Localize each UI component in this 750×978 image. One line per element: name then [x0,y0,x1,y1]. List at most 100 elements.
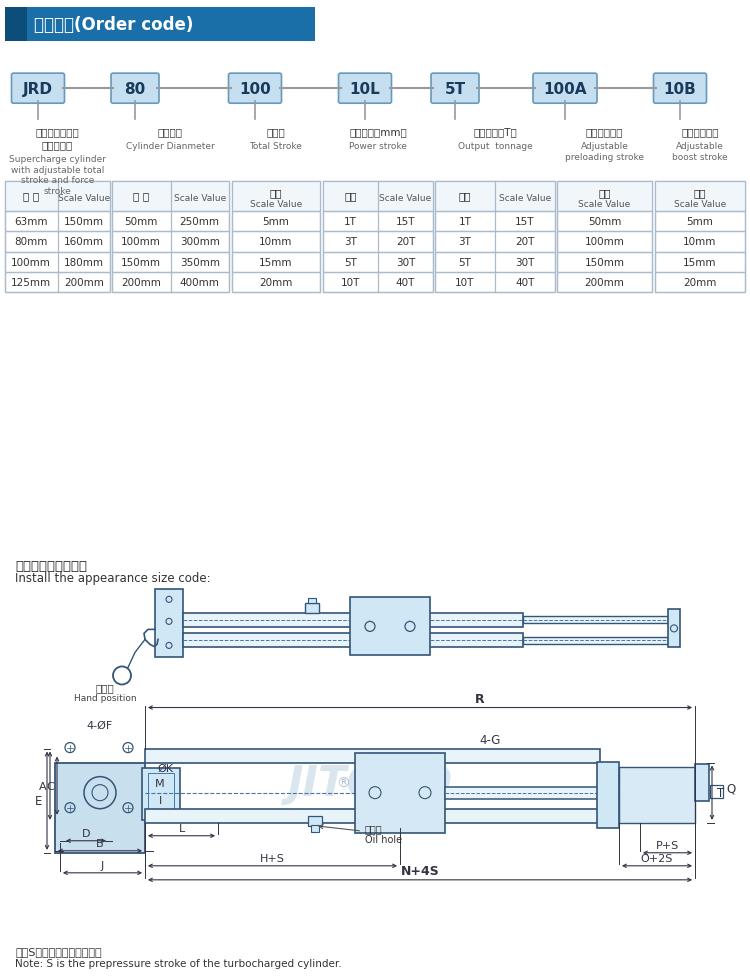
Bar [232,232,320,252]
Bar [655,232,745,252]
Bar [557,182,652,292]
Bar [308,816,322,825]
Text: 总行程: 总行程 [267,127,285,137]
Bar [597,762,619,828]
Text: Scale Value: Scale Value [250,200,302,208]
Text: R: R [476,691,484,705]
Bar [5,8,27,42]
Text: ØK: ØK [157,763,173,773]
Text: C: C [46,780,54,791]
Text: J: J [100,860,104,869]
Text: 标 值: 标 值 [134,191,149,200]
Text: JRD: JRD [23,81,53,97]
Text: A: A [39,780,47,791]
Bar [710,785,723,798]
Text: 4-G: 4-G [479,733,501,746]
Bar [112,272,229,292]
Text: 安装外观尺寸代码：: 安装外观尺寸代码： [15,559,87,573]
Bar [55,763,145,853]
Text: 标值: 标值 [270,188,282,198]
Text: 放油孔
Oil hole: 放油孔 Oil hole [319,822,402,844]
Bar [655,182,745,292]
Text: 油缸缸径: 油缸缸径 [158,127,183,137]
Text: 30T: 30T [515,257,535,267]
Text: Supercharge cylinder: Supercharge cylinder [9,156,106,164]
Bar [557,232,652,252]
Text: Cylinder Dianmeter: Cylinder Dianmeter [126,142,214,152]
Text: 10mm: 10mm [683,238,717,247]
Text: 5T: 5T [344,257,357,267]
Text: boost stroke: boost stroke [672,153,728,161]
Text: 订购代码(Order code): 订购代码(Order code) [34,16,194,34]
Text: 10T: 10T [455,278,475,288]
Text: 150mm: 150mm [584,257,625,267]
Text: Scale Value: Scale Value [173,195,226,203]
Text: 50mm: 50mm [588,217,621,227]
Bar [557,212,652,232]
Text: 100mm: 100mm [11,257,51,267]
Bar [145,749,600,763]
Text: 40T: 40T [515,278,535,288]
Text: 15mm: 15mm [683,257,717,267]
Text: 标值: 标值 [344,191,357,200]
Bar [112,182,229,212]
Text: 15mm: 15mm [260,257,292,267]
Bar [435,272,555,292]
Text: 可调增压缸: 可调增压缸 [42,140,74,151]
Bar [305,603,319,614]
Text: Scale Value: Scale Value [674,200,726,208]
Text: 80mm: 80mm [14,238,48,247]
Text: 3T: 3T [458,238,472,247]
Text: 15T: 15T [515,217,535,227]
Bar [232,212,320,232]
Bar [5,232,110,252]
Text: 10mm: 10mm [260,238,292,247]
Bar [142,768,180,820]
Text: E: E [34,794,42,808]
Text: 15T: 15T [396,217,416,227]
Bar [435,212,555,232]
Text: 5T: 5T [458,257,472,267]
Bar [655,182,745,212]
Bar [435,232,555,252]
Text: stroke and force: stroke and force [21,176,94,185]
Text: Adjustable: Adjustable [676,142,724,152]
Bar [112,212,229,232]
Text: Power stroke: Power stroke [349,142,407,152]
Bar [445,787,600,799]
FancyBboxPatch shape [229,74,281,104]
Bar [655,252,745,272]
Text: 1T: 1T [344,217,357,227]
Bar [112,232,229,252]
Text: Scale Value: Scale Value [58,195,110,203]
Text: 标值: 标值 [459,191,471,200]
Text: JITONQ: JITONQ [287,762,452,804]
Bar [232,252,320,272]
Bar [323,232,433,252]
Text: H+S: H+S [260,853,285,863]
Text: 3T: 3T [344,238,357,247]
Text: 100: 100 [239,81,271,97]
Bar [183,634,523,647]
Text: I: I [158,795,162,805]
Bar [5,8,315,42]
Bar [5,272,110,292]
Text: L: L [178,822,184,833]
Bar [5,252,110,272]
Text: 100mm: 100mm [584,238,625,247]
Text: N+4S: N+4S [400,864,439,877]
Bar [232,182,320,212]
Text: 可调预压行程: 可调预压行程 [586,127,623,137]
Text: B: B [96,838,104,848]
Bar [619,788,695,798]
Bar [523,638,668,645]
Text: 出力吨位（T）: 出力吨位（T） [473,127,517,137]
Text: 63mm: 63mm [14,217,48,227]
Text: stroke: stroke [44,187,71,196]
Text: Scale Value: Scale Value [499,195,551,203]
Bar [350,598,430,656]
Bar [323,182,433,212]
FancyBboxPatch shape [11,74,64,104]
Bar [311,824,319,832]
Bar [308,599,316,603]
